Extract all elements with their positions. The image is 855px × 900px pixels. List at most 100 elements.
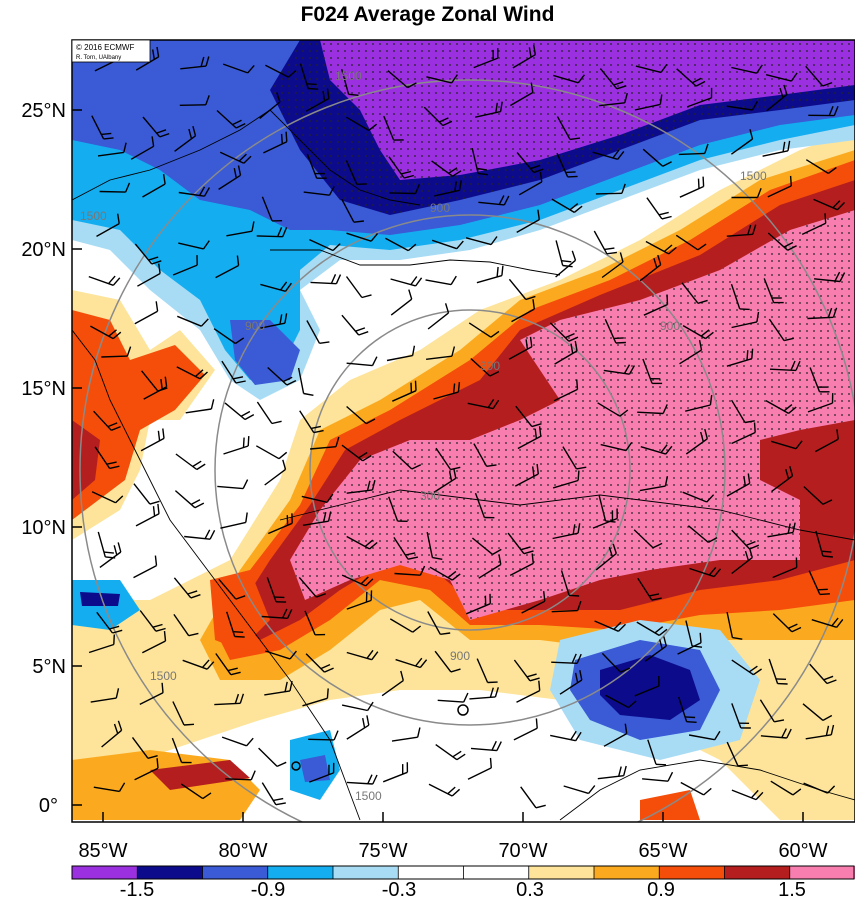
wind-barb (687, 525, 709, 543)
wind-barb-flag (783, 84, 788, 95)
wind-barb (88, 643, 115, 654)
wind-barb-flag (154, 555, 158, 566)
wind-barb-flag (706, 494, 715, 503)
colorbar-segment (137, 866, 203, 879)
contour-label: 900 (430, 201, 450, 215)
lat-label: 25°N (21, 100, 66, 122)
wind-barb-flag (157, 503, 160, 514)
wind-barb-flag (112, 629, 123, 634)
wind-barb (682, 491, 708, 503)
wind-barb-flag (230, 671, 241, 676)
wind-barb-flag (569, 594, 580, 597)
wind-barb-flag (407, 243, 417, 252)
wind-barb-flag (697, 243, 707, 251)
wind-barb-flag (499, 101, 503, 112)
wind-barb-flag (322, 90, 326, 101)
wind-barb-flag (450, 668, 461, 673)
contour-label: 1500 (740, 169, 767, 183)
map-panel: 1500 1500 1500 1500 1500 900 900 900 900… (72, 40, 855, 822)
wind-barb-flag (495, 102, 498, 113)
wind-barb-flag (774, 719, 785, 723)
wind-barb-flag (709, 394, 713, 406)
wind-barb-flag (405, 552, 416, 556)
wind-barb-flag (124, 182, 131, 193)
wind-barb (141, 640, 166, 654)
credit-line-2: R. Torn, UAlbany (76, 55, 121, 61)
wind-barb (647, 739, 657, 765)
wind-barb-flag (289, 680, 293, 692)
wind-barb (304, 610, 316, 636)
wind-barb-flag (187, 590, 198, 595)
wind-barb (465, 237, 492, 246)
wind-barb (520, 786, 537, 809)
colorbar-segment (528, 866, 595, 879)
wind-barb (178, 242, 204, 250)
wind-barb (346, 232, 372, 242)
wind-barb-flag (113, 634, 115, 645)
wind-barb-flag (432, 556, 443, 560)
wind-barb-flag (817, 588, 828, 591)
wind-barb (427, 312, 449, 330)
wind-barb-flag (368, 123, 378, 131)
wind-barb (635, 65, 662, 74)
wind-barb-flag (440, 632, 451, 635)
wind-barb-flag (458, 180, 462, 191)
wind-barb (473, 443, 488, 467)
wind-barb-flag (783, 241, 794, 248)
contour-label: 300 (480, 359, 500, 373)
wind-barb-flag (501, 265, 504, 276)
wind-barb (685, 620, 693, 647)
wind-barb (177, 315, 202, 327)
wind-barb (258, 747, 278, 767)
wind-barb-flag (192, 126, 197, 136)
colorbar-label: 1.5 (778, 879, 806, 900)
wind-barb (634, 103, 661, 111)
wind-barb-flag (788, 623, 798, 629)
wind-barb-flag (657, 254, 662, 265)
wind-barb (805, 65, 824, 87)
wind-barb-flag (478, 172, 489, 176)
colorbar-label: 0.9 (647, 879, 675, 900)
wind-barb-flag (199, 371, 208, 380)
wind-barb-flag (451, 788, 461, 797)
wind-barb-flag (789, 466, 794, 477)
wind-barb-flag (491, 740, 497, 751)
wind-barb-flag (250, 770, 256, 781)
wind-barb-flag (240, 410, 251, 417)
wind-barb-flag (751, 348, 754, 359)
wind-barb (426, 355, 452, 360)
wind-barb-flag (791, 626, 802, 633)
wind-barb-flag (151, 136, 155, 147)
wind-barb-flag (576, 653, 582, 664)
wind-barb-flag (568, 336, 579, 342)
wind-barb-flag (451, 74, 458, 84)
wind-barb-flag (271, 420, 282, 425)
lat-label: 15°N (21, 378, 66, 400)
wind-barb-flag (444, 303, 450, 314)
wind-barb (394, 572, 421, 576)
colorbar-segment (463, 866, 530, 879)
wind-barb-flag (227, 667, 238, 672)
wind-barb (215, 264, 239, 279)
wind-barb-flag (372, 774, 378, 785)
wind-barb-flag (651, 597, 662, 601)
latitude-axis: 25°N 20°N 15°N 10°N 5°N 0° (21, 100, 82, 817)
wind-barb-flag (162, 428, 165, 439)
wind-barb (345, 160, 358, 185)
wind-barb-flag (827, 166, 837, 174)
wind-barb (759, 699, 775, 723)
contour-label: 900 (245, 319, 265, 333)
wind-barb-flag (326, 88, 330, 99)
wind-barb (265, 650, 291, 660)
wind-barb-flag (452, 170, 462, 177)
wind-barb-flag (452, 383, 456, 394)
wind-barb-flag (489, 370, 500, 377)
wind-barb-flag (836, 429, 839, 440)
wind-barb-flag (573, 205, 583, 213)
wind-barb-flag (282, 227, 288, 237)
wind-barb-flag (823, 675, 834, 681)
wind-barb-flag (457, 382, 461, 393)
wind-barb (521, 600, 546, 614)
wind-barb-flag (498, 195, 505, 205)
wind-barb-flag (756, 187, 762, 198)
